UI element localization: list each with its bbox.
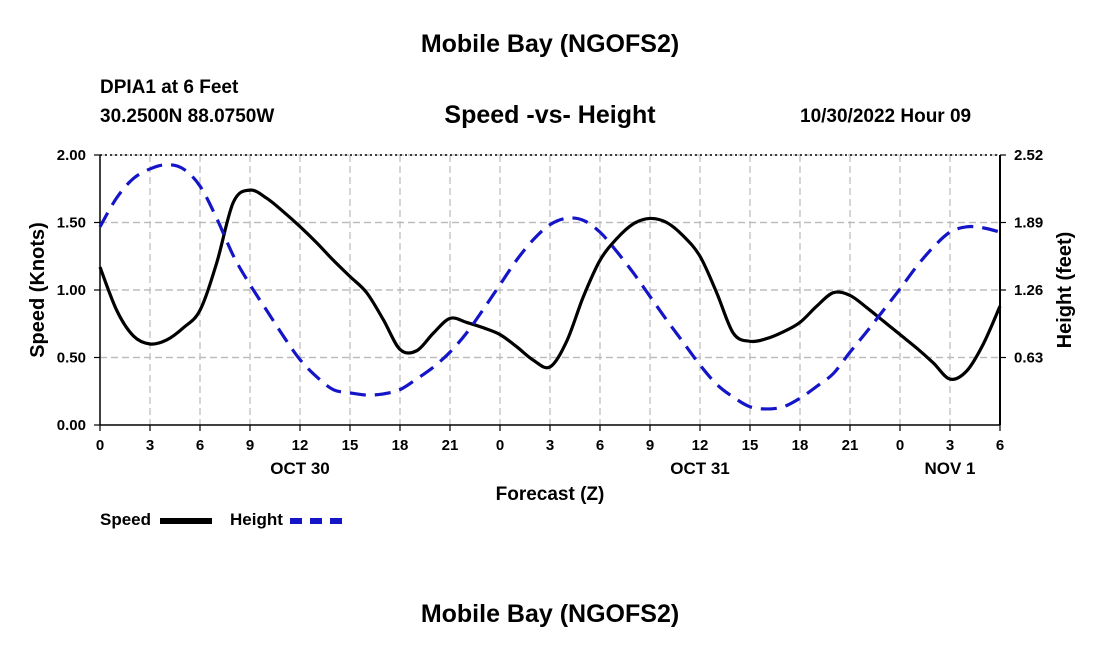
- station-label: DPIA1 at 6 Feet: [100, 77, 239, 98]
- y-right-tick-label: 2.52: [1014, 147, 1043, 164]
- station-coordinates: 30.2500N 88.0750W: [100, 106, 275, 127]
- x-tick-label: 0: [496, 437, 504, 454]
- x-tick-label: 15: [342, 437, 359, 454]
- legend-height-swatch: [290, 518, 342, 524]
- legend-speed-label: Speed: [100, 510, 152, 529]
- x-tick-label: 6: [996, 437, 1004, 454]
- y-left-tick-label: 0.50: [57, 350, 86, 367]
- chart-subtitle: Speed -vs- Height: [444, 101, 656, 129]
- x-tick-label: 9: [646, 437, 654, 454]
- x-tick-label: 21: [842, 437, 859, 454]
- x-tick-label: 9: [246, 437, 254, 454]
- x-date-label: OCT 31: [670, 459, 730, 478]
- y-left-tick-label: 1.00: [57, 282, 86, 299]
- x-tick-label: 21: [442, 437, 459, 454]
- footer-title: Mobile Bay (NGOFS2): [420, 600, 680, 628]
- x-tick-label: 18: [392, 437, 409, 454]
- y-axis-title-right: Height (feet): [1054, 232, 1076, 349]
- x-tick-label: 12: [292, 437, 309, 454]
- x-tick-label: 3: [946, 437, 954, 454]
- x-tick-label: 0: [96, 437, 104, 454]
- x-tick-label: 15: [742, 437, 759, 454]
- chart-title: Mobile Bay (NGOFS2): [420, 30, 680, 58]
- y-right-tick-label: 0.63: [1014, 350, 1043, 367]
- y-right-tick-label: 1.89: [1014, 215, 1043, 232]
- x-date-label: OCT 30: [270, 459, 330, 478]
- x-date-label: NOV 1: [924, 459, 975, 478]
- x-tick-label: 12: [692, 437, 709, 454]
- x-tick-label: 3: [546, 437, 554, 454]
- x-tick-label: 6: [596, 437, 604, 454]
- y-axis-title-left: Speed (Knots): [27, 222, 49, 358]
- x-tick-label: 0: [896, 437, 904, 454]
- legend-height-label: Height: [230, 510, 283, 529]
- x-tick-label: 18: [792, 437, 809, 454]
- x-tick-label: 3: [146, 437, 154, 454]
- y-right-tick-label: 1.26: [1014, 282, 1043, 299]
- x-axis-title: Forecast (Z): [496, 484, 605, 505]
- y-left-tick-label: 2.00: [57, 147, 86, 164]
- legend-speed-swatch: [160, 518, 212, 524]
- series-line-speed: [98, 188, 1002, 381]
- y-left-tick-label: 1.50: [57, 215, 86, 232]
- forecast-timestamp: 10/30/2022 Hour 09: [800, 106, 972, 127]
- series-line-height: [98, 163, 1001, 411]
- y-left-tick-label: 0.00: [57, 417, 86, 434]
- x-tick-label: 6: [196, 437, 204, 454]
